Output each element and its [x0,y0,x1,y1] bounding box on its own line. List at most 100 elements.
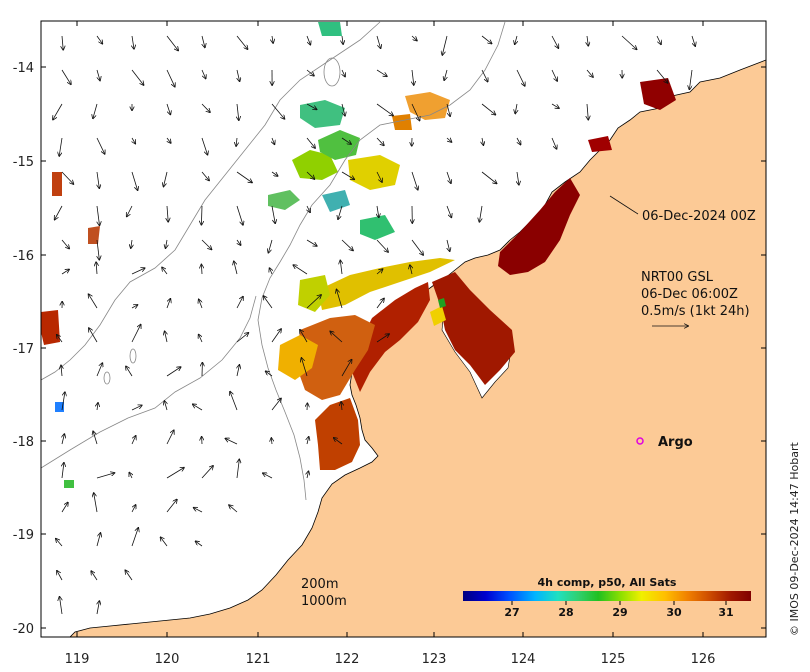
current-arrow [165,331,167,343]
current-arrow [272,137,275,144]
current-arrow [411,35,417,41]
current-arrow [97,171,99,188]
current-arrow [201,265,202,275]
current-arrow [201,69,206,79]
current-arrow [166,500,177,513]
current-arrow [689,69,693,89]
current-arrow [446,138,452,142]
sst-patches [41,22,676,488]
current-arrow [341,171,354,179]
current-arrow [482,137,483,145]
isobath-1000-label: 1000m [301,594,347,609]
current-arrow [236,171,252,183]
current-arrow [196,541,203,547]
current-arrow [376,239,388,252]
current-arrow [517,171,519,185]
current-arrow [516,69,525,86]
current-arrow [376,334,389,343]
current-arrow [442,35,448,55]
current-arrow [225,439,238,445]
colorbar-tick-label: 31 [718,606,733,619]
current-arrow [166,430,174,445]
current-arrow [691,35,695,46]
colorbar-tick-label: 29 [612,606,627,619]
x-tick-label: 124 [511,652,536,667]
y-axis: -14 -15 -16 -17 -18 -19 -20 [13,61,766,637]
current-arrow [237,459,239,479]
plot-frame [40,20,767,638]
island [323,57,341,87]
y-tick-label: -15 [13,155,34,170]
current-arrow [481,103,495,115]
current-arrow [131,528,138,547]
y-tick-label: -17 [13,342,34,357]
colorbar-tick-label: 30 [666,606,682,619]
current-arrow [229,505,238,513]
current-arrow [587,35,588,46]
current-arrow [97,239,99,260]
isobath-1000m [41,21,381,381]
current-arrow [376,137,384,145]
current-arrow [97,601,99,615]
x-tick-label: 126 [691,652,716,667]
current-arrow [515,35,517,44]
current-arrow [656,35,661,44]
current-arrow [164,171,168,187]
current-arrow [96,533,101,547]
current-arrow [271,171,278,176]
current-arrow [62,434,64,445]
current-arrow [412,69,414,85]
current-arrow [481,69,488,82]
current-arrow [236,297,243,309]
current-arrow [89,328,98,343]
current-arrow [62,463,64,479]
current-arrow [410,265,412,275]
current-arrow [479,205,482,222]
current-arrow [376,35,381,48]
current-arrow [166,103,170,115]
current-arrow [61,171,73,184]
current-arrow [341,360,352,377]
current-arrow [447,239,450,251]
current-time: 06-Dec 06:00Z [641,287,738,302]
current-arrow [60,597,63,615]
current-arrow [97,69,100,81]
current-arrow [551,103,559,108]
current-arrow [621,35,637,49]
current-arrow [237,69,240,81]
current-arrow [201,205,202,225]
isobath-deep [41,295,257,469]
x-tick-label: 125 [601,652,626,667]
current-arrow [237,103,239,120]
current-arrow [131,405,142,411]
current-arrow [263,296,273,309]
current-arrow [270,268,273,275]
current-arrow [301,358,308,377]
current-arrow [91,571,98,581]
date-label: 06-Dec-2024 00Z [642,209,756,224]
isobath-200m [257,21,506,501]
current-arrow [446,103,450,116]
current-arrow [131,268,145,275]
current-arrow [56,539,63,547]
current-arrow [234,261,238,275]
current-arrow [96,137,105,154]
current-arrow [300,330,308,343]
current-arrow [230,392,238,411]
current-arrow [97,403,98,411]
current-arrow [586,69,593,77]
current-arrow [446,205,451,217]
current-arrow [89,294,98,309]
current-arrow [57,571,63,581]
y-tick-label: -20 [13,622,34,637]
x-tick-label: 122 [335,652,360,667]
current-arrow [237,365,239,377]
current-arrow [517,137,521,145]
current-arrow [376,299,384,309]
current-arrow [551,69,557,81]
current-arrow [201,137,208,155]
current-arrow [166,69,175,87]
current-arrow [61,503,68,513]
current-arrow [53,103,63,120]
